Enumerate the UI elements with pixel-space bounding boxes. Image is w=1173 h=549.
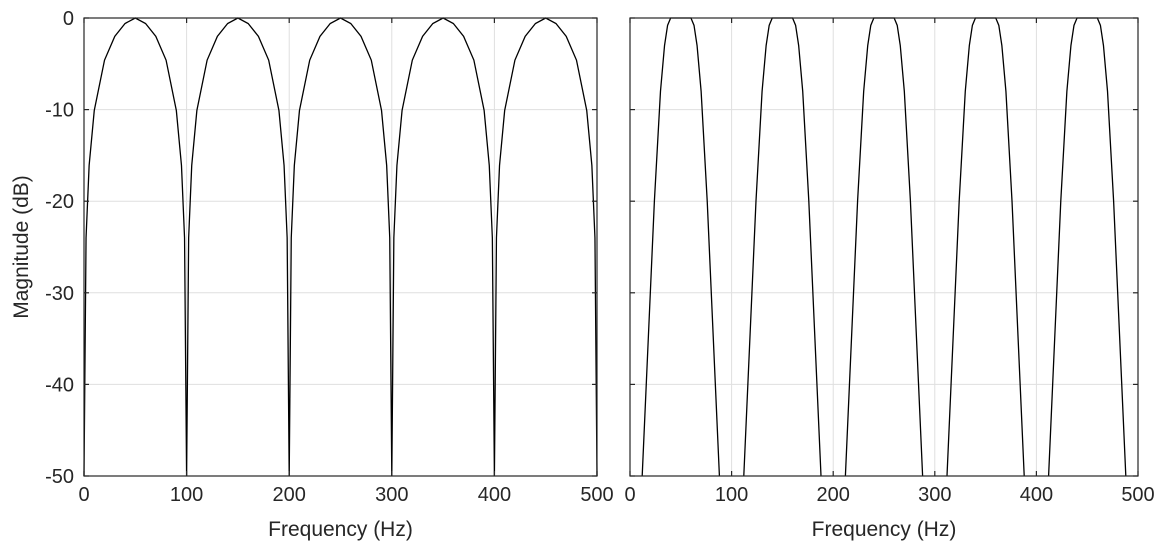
- x-tick-label: 400: [478, 484, 511, 506]
- x-tick-label: 200: [817, 484, 850, 506]
- y-tick-label: -50: [45, 466, 74, 488]
- plot-frame: [629, 17, 1139, 477]
- x-tick-label: 500: [1121, 484, 1154, 506]
- x-tick-label: 300: [375, 484, 408, 506]
- magnitude-curve: [83, 17, 598, 477]
- x-tick-label: 0: [624, 484, 635, 506]
- plot-frame: [83, 17, 598, 477]
- y-tick-label: -30: [45, 283, 74, 305]
- x-axis-label: Frequency (Hz): [268, 518, 413, 541]
- x-tick-label: 0: [78, 484, 89, 506]
- x-axis-label: Frequency (Hz): [812, 518, 957, 541]
- x-tick-label: 300: [918, 484, 951, 506]
- magnitude-curve: [641, 17, 1127, 477]
- x-tick-label: 100: [715, 484, 748, 506]
- x-tick-label: 200: [273, 484, 306, 506]
- y-tick-label: -10: [45, 100, 74, 122]
- y-tick-label: -20: [45, 191, 74, 213]
- y-tick-label: -40: [45, 374, 74, 396]
- y-tick-label: 0: [63, 8, 74, 30]
- y-axis-label: Magnitude (dB): [10, 175, 33, 319]
- x-tick-label: 500: [580, 484, 613, 506]
- x-tick-label: 400: [1020, 484, 1053, 506]
- left-chart: 0 100 200 300 400 500 0 -10 -20 -30 -40 -50 Frequenc…: [10, 8, 614, 541]
- x-tick-label: 100: [170, 484, 203, 506]
- right-chart: 0 100 200 300 400 500 Frequency (Hz): [624, 17, 1155, 541]
